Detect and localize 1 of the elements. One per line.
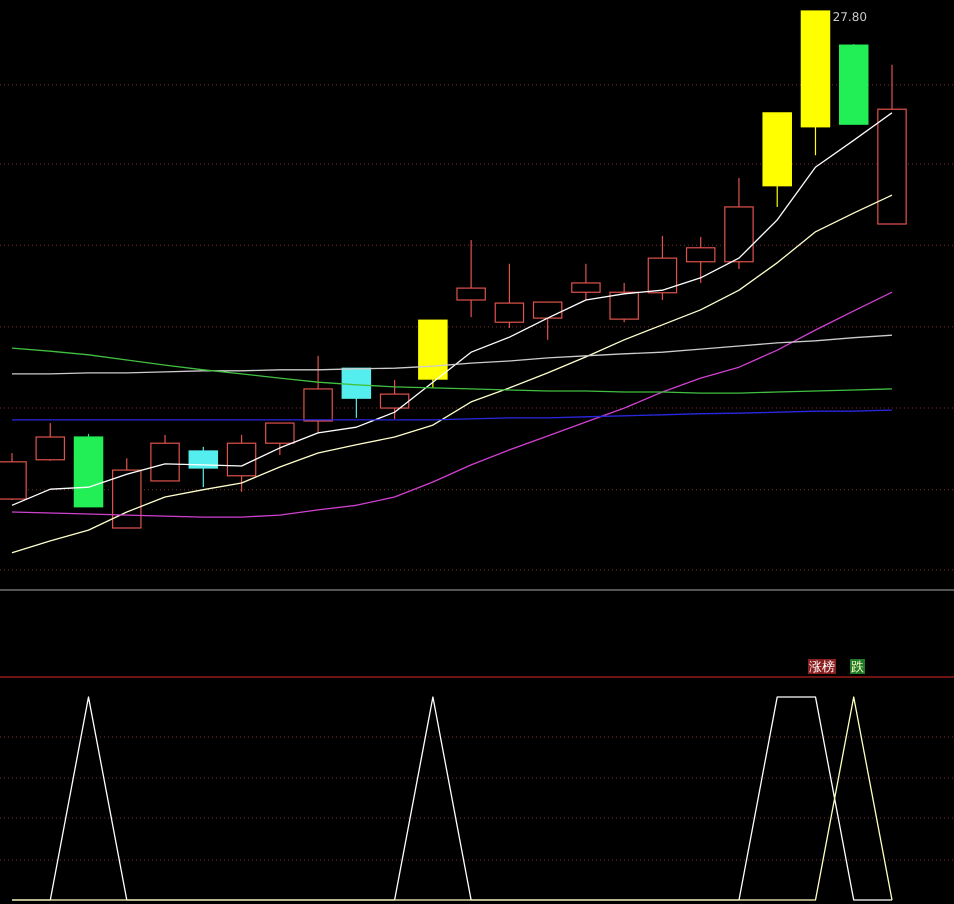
annotation: 27.80 bbox=[832, 10, 867, 24]
